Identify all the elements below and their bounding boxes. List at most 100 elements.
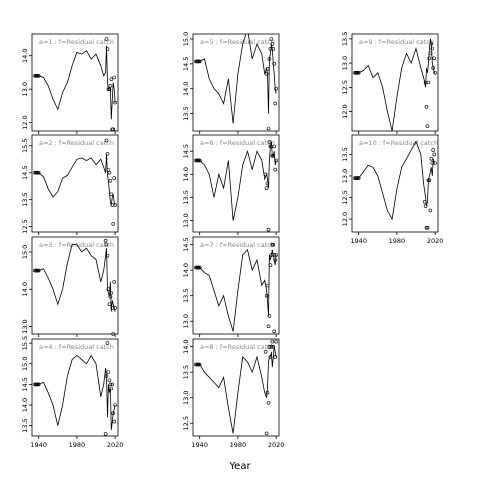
- data-point: [104, 242, 109, 247]
- data-point: [107, 87, 112, 91]
- ytick-label: 15.5: [21, 139, 29, 153]
- panel-frame: [192, 33, 280, 132]
- ytick-label: 15.5: [21, 336, 29, 350]
- data-point: [266, 324, 271, 329]
- data-point: [425, 124, 430, 128]
- data-point: [264, 431, 269, 436]
- data-point: [269, 344, 274, 349]
- data-point: [433, 161, 437, 165]
- data-point: [107, 378, 112, 383]
- data-point: [196, 158, 201, 163]
- ytick-label: 13.0: [182, 390, 190, 404]
- data-point: [111, 332, 115, 336]
- data-point: [432, 152, 437, 157]
- ytick-label: 13.5: [341, 147, 349, 161]
- data-point: [197, 158, 202, 163]
- ytick-label: 13.5: [182, 288, 190, 302]
- data-point: [273, 101, 278, 106]
- data-point: [35, 382, 40, 387]
- data-point: [35, 170, 40, 175]
- panel-label: a=8 : f=Residual catch: [200, 343, 275, 351]
- ytick-label: 15.0: [182, 32, 190, 46]
- data-point: [272, 61, 277, 66]
- data-point: [429, 156, 434, 161]
- ytick-label: 12.0: [341, 212, 349, 226]
- panels-group: a=1 : f=Residual catch 12.0 13.0 14.0 a=2 : …: [21, 32, 443, 449]
- data-point: [108, 294, 113, 299]
- data-point: [271, 242, 276, 247]
- ytick-label: 12.5: [341, 80, 349, 94]
- data-point: [104, 37, 109, 41]
- ytick-label: 12.5: [182, 416, 190, 430]
- data-point: [106, 370, 111, 374]
- data-point: [265, 181, 270, 186]
- data-point: [264, 72, 269, 76]
- data-point: [431, 148, 436, 152]
- data-point: [196, 59, 201, 64]
- figure-xlabel: Year: [228, 461, 251, 472]
- data-point: [263, 172, 268, 177]
- data-point: [36, 268, 41, 273]
- ytick-label: 14.0: [182, 339, 190, 353]
- data-point: [431, 66, 436, 70]
- data-point: [268, 263, 273, 267]
- data-point: [355, 176, 360, 180]
- panel-a8: a=8 : f=Residual catch 12.5 13.0 13.5 14.0 19…: [182, 329, 284, 449]
- data-point: [196, 265, 201, 270]
- panel-label: a=5 : f=Residual catch: [200, 38, 275, 46]
- data-point: [424, 225, 429, 230]
- data-point: [103, 238, 108, 243]
- data-point: [197, 362, 202, 367]
- data-point: [108, 84, 113, 88]
- data-point: [268, 355, 273, 359]
- data-point: [111, 127, 115, 132]
- data-point: [113, 100, 117, 105]
- series-line: [195, 346, 277, 434]
- data-point: [355, 71, 360, 75]
- ytick-label: 13.5: [182, 190, 190, 204]
- panel-label: a=6 : f=Residual catch: [200, 139, 275, 147]
- ytick-label: 14.0: [21, 398, 29, 412]
- data-point: [36, 74, 41, 78]
- ytick-label: 13.0: [341, 56, 349, 70]
- ytick-label: 14.0: [182, 263, 190, 277]
- data-point: [427, 178, 432, 183]
- panel-a9: a=9 : f=Residual catch 12.0 12.5 13.0 13.5: [341, 32, 439, 134]
- data-point: [274, 158, 278, 163]
- data-point: [105, 341, 110, 345]
- panel-frame: [31, 338, 119, 437]
- data-point: [264, 186, 269, 190]
- data-point: [273, 355, 278, 359]
- data-point: [105, 253, 110, 258]
- ytick-label: 12.5: [21, 219, 29, 233]
- data-point: [112, 176, 116, 180]
- data-point: [266, 126, 271, 131]
- data-point: [267, 314, 272, 318]
- data-point: [274, 86, 278, 91]
- series-line: [354, 140, 436, 221]
- panel-frame: [351, 33, 439, 132]
- data-point: [272, 144, 277, 149]
- ytick-label: 15.0: [21, 245, 29, 259]
- data-point: [271, 344, 276, 349]
- ytick-label: 14.0: [182, 81, 190, 95]
- panel-label: a=7 : f=Residual catch: [200, 241, 275, 249]
- ytick-label: 13.5: [21, 192, 29, 206]
- panel-label: a=3 : f=Residual catch: [39, 241, 114, 249]
- panel-a7: a=7 : f=Residual catch 13.0 13.5 14.0 14.5: [182, 236, 280, 337]
- data-point: [266, 400, 271, 405]
- data-point: [111, 411, 115, 416]
- data-point: [265, 67, 270, 71]
- data-point: [429, 41, 434, 46]
- data-point: [36, 170, 41, 175]
- series-line: [195, 34, 277, 124]
- ytick-label: 12.0: [341, 104, 349, 118]
- data-point: [35, 268, 40, 273]
- data-point: [270, 154, 275, 158]
- panel-a3: a=3 : f=Residual catch 13.0 14.0 15.0: [21, 236, 119, 337]
- data-point: [267, 140, 272, 144]
- xtick-label: 2020: [107, 441, 124, 449]
- panel-frame: [351, 134, 439, 233]
- series-line: [34, 354, 116, 430]
